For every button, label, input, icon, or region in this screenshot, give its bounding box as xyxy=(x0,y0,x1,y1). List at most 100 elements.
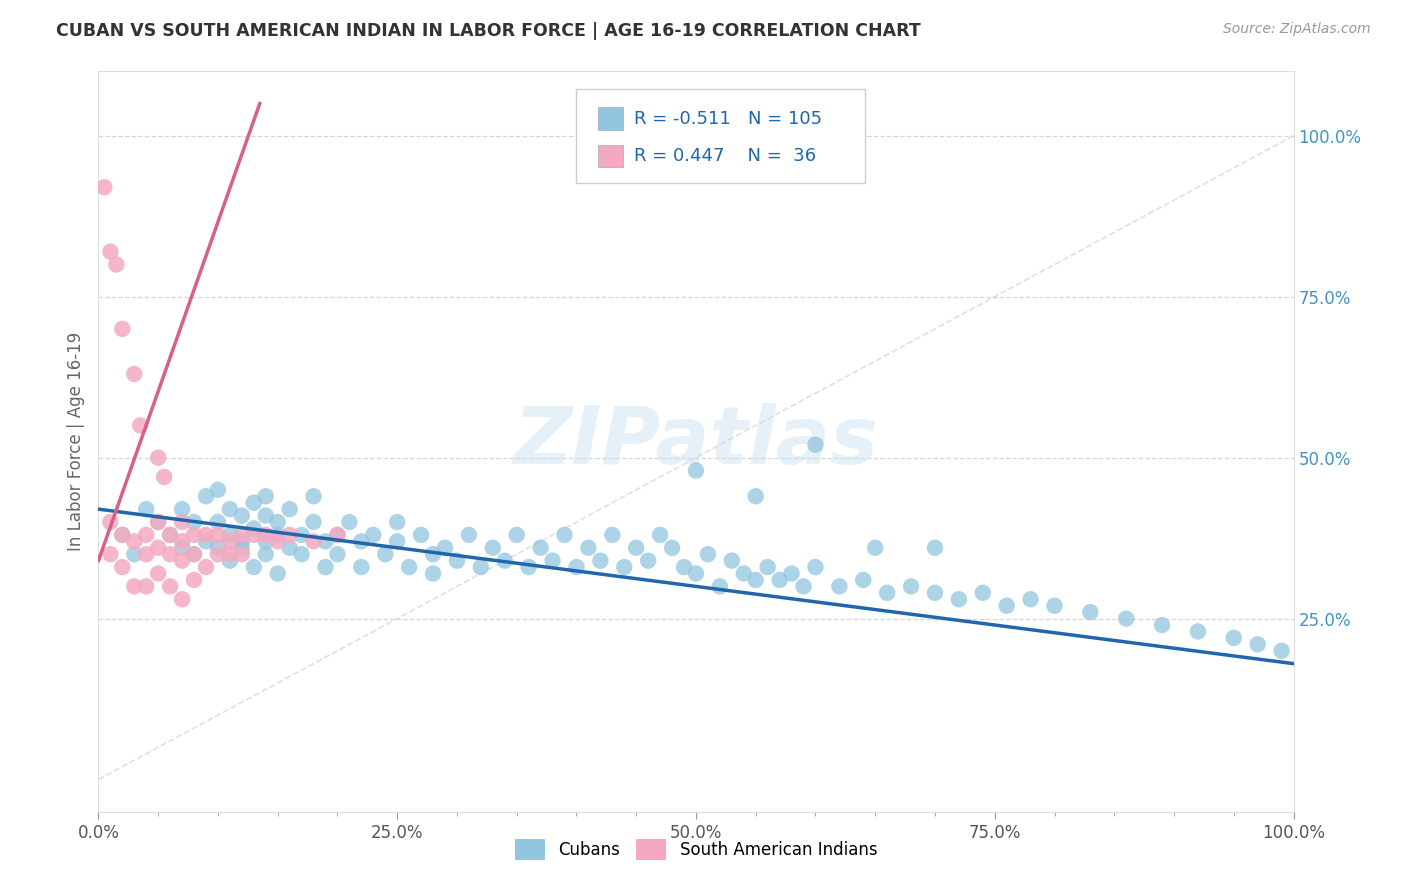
Point xyxy=(530,541,553,555)
Point xyxy=(602,528,624,542)
Point xyxy=(183,573,205,587)
Point xyxy=(207,547,229,561)
Point xyxy=(626,541,648,555)
Point xyxy=(541,554,564,568)
Point xyxy=(183,528,205,542)
Point xyxy=(159,547,181,561)
Point xyxy=(231,534,253,549)
Point xyxy=(948,592,970,607)
Point xyxy=(793,579,815,593)
Point xyxy=(243,521,266,535)
Point xyxy=(291,547,314,561)
Point xyxy=(98,244,122,259)
Point xyxy=(207,515,229,529)
Point xyxy=(124,547,146,561)
Point xyxy=(326,528,349,542)
Point xyxy=(195,489,218,503)
Point xyxy=(135,579,157,593)
Point xyxy=(339,515,361,529)
Point xyxy=(153,470,176,484)
Point xyxy=(172,541,194,555)
Point xyxy=(578,541,600,555)
Point xyxy=(1043,599,1066,613)
Point xyxy=(219,502,242,516)
Point xyxy=(278,541,301,555)
Point xyxy=(135,528,157,542)
Point xyxy=(254,489,277,503)
Point xyxy=(195,534,218,549)
Point xyxy=(207,541,229,555)
Point xyxy=(302,515,325,529)
Legend: Cubans, South American Indians: Cubans, South American Indians xyxy=(508,832,884,866)
Point xyxy=(745,489,768,503)
Point xyxy=(385,534,409,549)
Point xyxy=(1080,605,1102,619)
Point xyxy=(148,541,170,555)
Point xyxy=(876,586,898,600)
Point xyxy=(183,547,205,561)
Point xyxy=(972,586,994,600)
Text: R = 0.447    N =  36: R = 0.447 N = 36 xyxy=(634,147,817,165)
Point xyxy=(195,560,218,574)
Point xyxy=(267,566,290,581)
Point xyxy=(363,528,385,542)
Point xyxy=(254,508,277,523)
Point xyxy=(111,528,134,542)
Point xyxy=(745,573,768,587)
Point xyxy=(302,534,325,549)
Point xyxy=(135,547,157,561)
Point xyxy=(291,528,314,542)
Point xyxy=(768,573,790,587)
Point xyxy=(219,554,242,568)
Text: R = -0.511   N = 105: R = -0.511 N = 105 xyxy=(634,110,823,128)
Point xyxy=(148,515,170,529)
Point xyxy=(315,560,337,574)
Point xyxy=(661,541,683,555)
Point xyxy=(385,515,409,529)
Point xyxy=(111,528,134,542)
Point xyxy=(865,541,887,555)
Point xyxy=(446,554,468,568)
Point xyxy=(278,528,301,542)
Point xyxy=(1271,644,1294,658)
Y-axis label: In Labor Force | Age 16-19: In Labor Force | Age 16-19 xyxy=(66,332,84,551)
Point xyxy=(350,534,373,549)
Point xyxy=(517,560,540,574)
Point xyxy=(124,367,146,381)
Point xyxy=(219,528,242,542)
Point xyxy=(254,547,277,561)
Point xyxy=(267,528,290,542)
Point xyxy=(434,541,457,555)
Point xyxy=(254,534,277,549)
Point xyxy=(231,528,253,542)
Point xyxy=(852,573,875,587)
Point xyxy=(124,579,146,593)
Point xyxy=(995,599,1018,613)
Text: Source: ZipAtlas.com: Source: ZipAtlas.com xyxy=(1223,22,1371,37)
Point xyxy=(207,483,229,497)
Point xyxy=(494,554,516,568)
Point xyxy=(254,528,277,542)
Point xyxy=(159,528,181,542)
Point xyxy=(93,180,115,194)
Point xyxy=(924,586,946,600)
Point xyxy=(673,560,696,574)
Point xyxy=(243,560,266,574)
Point xyxy=(780,566,803,581)
Point xyxy=(105,258,128,272)
Text: CUBAN VS SOUTH AMERICAN INDIAN IN LABOR FORCE | AGE 16-19 CORRELATION CHART: CUBAN VS SOUTH AMERICAN INDIAN IN LABOR … xyxy=(56,22,921,40)
Point xyxy=(374,547,396,561)
Point xyxy=(565,560,588,574)
Point xyxy=(458,528,481,542)
Point xyxy=(231,547,253,561)
Point xyxy=(637,554,659,568)
Point xyxy=(315,534,337,549)
Point xyxy=(219,547,242,561)
Point xyxy=(243,496,266,510)
Point xyxy=(172,554,194,568)
Point xyxy=(326,528,349,542)
Point xyxy=(685,566,707,581)
Point xyxy=(350,560,373,574)
Point xyxy=(613,560,636,574)
Point xyxy=(422,566,444,581)
